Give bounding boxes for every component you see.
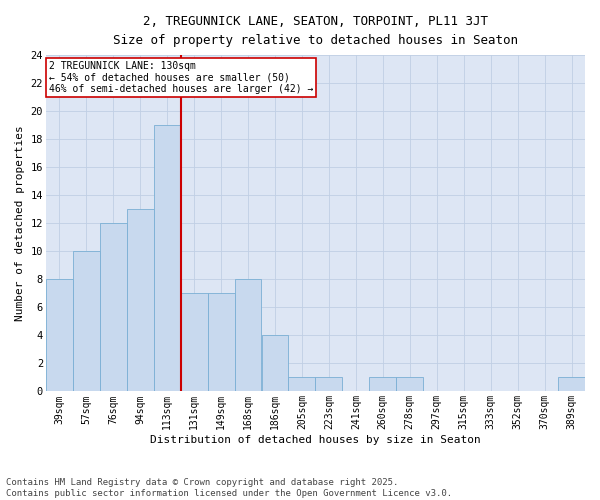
Bar (100, 224, 127, 392)
Text: 2 TREGUNNICK LANE: 130sqm
← 54% of detached houses are smaller (50)
46% of semi-: 2 TREGUNNICK LANE: 130sqm ← 54% of detac… (49, 60, 313, 94)
Bar (208, 294, 235, 392)
Y-axis label: Number of detached properties: Number of detached properties (15, 126, 25, 321)
X-axis label: Distribution of detached houses by size in Seaton: Distribution of detached houses by size … (150, 435, 481, 445)
Bar (235, 280, 262, 392)
Bar (396, 378, 423, 392)
Bar (289, 378, 316, 392)
Bar (262, 336, 289, 392)
Bar (316, 378, 343, 392)
Bar (46, 280, 73, 392)
Text: Contains HM Land Registry data © Crown copyright and database right 2025.
Contai: Contains HM Land Registry data © Crown c… (6, 478, 452, 498)
Bar (127, 210, 154, 392)
Title: 2, TREGUNNICK LANE, SEATON, TORPOINT, PL11 3JT
Size of property relative to deta: 2, TREGUNNICK LANE, SEATON, TORPOINT, PL… (113, 15, 518, 47)
Bar (558, 378, 585, 392)
Bar (154, 125, 181, 392)
Bar (73, 252, 100, 392)
Bar (181, 294, 208, 392)
Bar (370, 378, 396, 392)
